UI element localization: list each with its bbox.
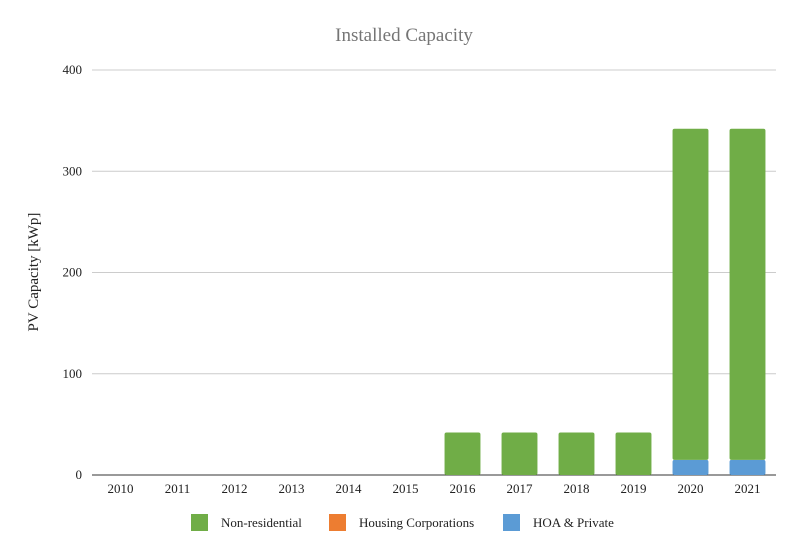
y-tick-label: 0 [76,467,83,482]
x-tick-label: 2012 [222,481,248,496]
y-axis-label: PV Capacity [kWp] [26,213,42,332]
bar-segment-non-residential-2018 [558,432,595,475]
x-tick-label: 2015 [393,481,419,496]
legend-swatch [503,514,520,531]
legend-label: Non-residential [221,515,302,530]
x-tick-label: 2010 [108,481,134,496]
x-tick-label: 2011 [165,481,191,496]
y-tick-label: 100 [63,366,83,381]
bar-segment-non-residential-2016 [444,432,481,475]
x-tick-label: 2018 [564,481,590,496]
y-tick-label: 300 [63,163,83,178]
gridlines [92,69,776,476]
x-tick-label: 2017 [507,481,534,496]
y-axis-ticks: 0 100 200 300 400 [63,62,83,482]
x-tick-label: 2014 [336,481,363,496]
legend-label: HOA & Private [533,515,614,530]
bar-segment-non-residential-2019 [615,432,652,475]
legend: Non-residential Housing Corporations HOA &… [191,514,614,531]
y-tick-label: 200 [63,265,83,280]
x-tick-label: 2013 [279,481,305,496]
legend-swatch [329,514,346,531]
bar-segment-non-residential-2021 [729,128,766,460]
bars [444,128,766,475]
legend-swatch [191,514,208,531]
x-tick-label: 2020 [678,481,704,496]
bar-segment-non-residential-2020 [672,128,709,460]
bar-segment-non-residential-2017 [501,432,538,475]
x-tick-label: 2016 [450,481,477,496]
legend-label: Housing Corporations [359,515,474,530]
y-tick-label: 400 [63,62,83,77]
chart-title: Installed Capacity [335,25,473,46]
x-tick-label: 2021 [735,481,761,496]
bar-segment-hoa-private-2020 [672,459,709,475]
x-axis-ticks: 2010 2011 2012 2013 2014 2015 2016 2017 2018 2019… [108,481,761,496]
bar-segment-hoa-private-2021 [729,459,766,475]
x-tick-label: 2019 [621,481,647,496]
